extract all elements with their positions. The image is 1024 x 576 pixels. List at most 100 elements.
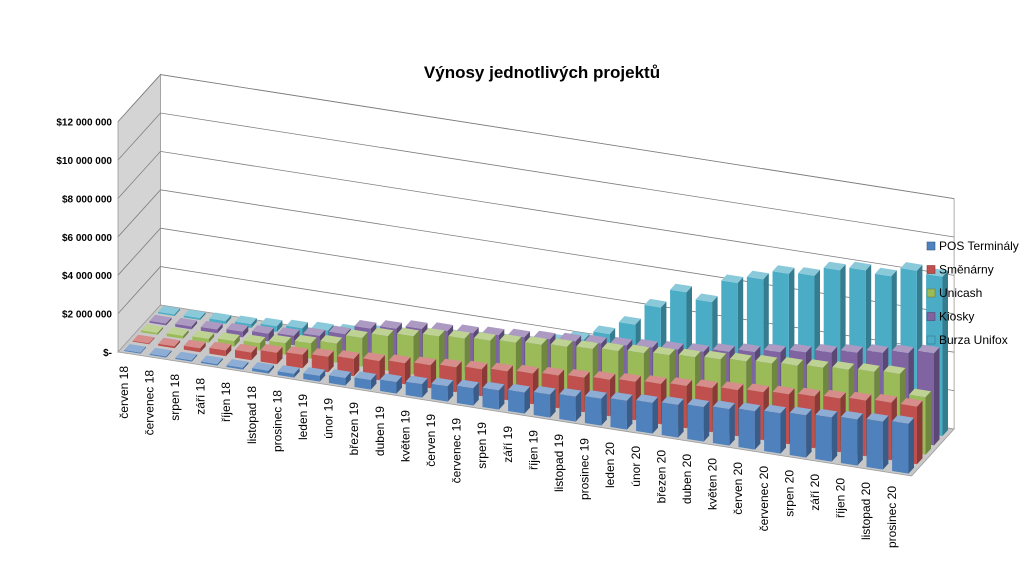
gridline	[117, 74, 955, 199]
bar	[636, 394, 658, 434]
chart-title: Výnosy jednotlivých projektů	[424, 63, 660, 82]
bar	[456, 379, 479, 406]
bar	[226, 359, 249, 370]
x-tick-label: červenec 20	[757, 466, 771, 532]
bar	[132, 334, 155, 345]
bar	[431, 377, 454, 402]
bar	[482, 381, 505, 410]
gridline	[117, 189, 955, 315]
bar	[175, 351, 198, 362]
gridline	[117, 112, 955, 238]
bar	[311, 348, 334, 373]
x-tick-label: prosinec 18	[270, 390, 284, 452]
bar	[124, 344, 146, 354]
bar	[764, 404, 786, 454]
x-tick-label: červenec 18	[142, 370, 156, 436]
legend-swatch	[926, 335, 936, 345]
bar	[149, 314, 172, 326]
legend-label: Směnárny	[939, 263, 994, 277]
bar	[286, 346, 309, 369]
x-tick-label: srpen 18	[168, 374, 182, 421]
x-tick-label: březen 20	[654, 450, 668, 504]
x-tick-label: únor 19	[322, 398, 336, 439]
x-tick-label: prosinec 19	[578, 438, 592, 500]
y-tick-label: $8 000 000	[62, 194, 112, 205]
x-tick-label: říjen 20	[834, 478, 848, 518]
bar	[183, 339, 206, 353]
bar	[252, 362, 274, 374]
bar	[610, 392, 633, 430]
bar	[405, 375, 428, 398]
bar	[508, 383, 530, 414]
legend-swatch	[926, 288, 936, 298]
bar	[149, 347, 172, 358]
y-tick-label: $-	[103, 348, 112, 359]
x-tick-label: září 19	[501, 426, 515, 463]
legend-swatch	[926, 312, 936, 321]
x-tick-label: listopad 19	[552, 434, 566, 492]
x-tick-label: září 18	[194, 378, 208, 415]
legend-label: Burza Unifox	[939, 333, 1008, 347]
bar	[183, 309, 206, 320]
bar	[712, 400, 735, 446]
x-tick-label: leden 19	[296, 394, 310, 440]
x-tick-label: červen 18	[117, 366, 131, 419]
x-tick-label: květen 20	[706, 458, 720, 510]
bars	[124, 261, 948, 474]
x-tick-label: říjen 19	[526, 430, 540, 470]
x-tick-label: červenec 19	[450, 418, 464, 484]
bar	[209, 341, 232, 357]
gridline	[117, 150, 955, 276]
bar	[738, 402, 761, 450]
x-tick-label: únor 20	[629, 446, 643, 487]
bar	[354, 371, 377, 390]
bar	[687, 398, 710, 442]
bar	[235, 343, 257, 361]
legend-label: Unicash	[939, 286, 982, 300]
x-axis-ticks: červen 18 červenec 18 srpen 18 září 18 říjen…	[117, 366, 899, 548]
bar	[277, 365, 300, 378]
bar	[158, 305, 180, 316]
x-tick-label: září 20	[808, 474, 822, 511]
y-tick-label: $4 000 000	[62, 271, 112, 282]
legend-label: Kiosky	[939, 310, 974, 324]
x-tick-label: říjen 18	[219, 382, 233, 422]
bar	[209, 312, 232, 324]
bar	[303, 367, 326, 382]
legend: POS Terminály Směnárny Unicash Kiosky Burza …	[926, 239, 1019, 347]
bar	[533, 386, 556, 418]
bar	[789, 406, 812, 458]
bar	[815, 408, 838, 462]
x-tick-label: prosinec 20	[885, 486, 899, 548]
legend-swatch	[926, 241, 936, 251]
y-tick-label: $12 000 000	[56, 118, 112, 129]
x-tick-label: květen 19	[398, 410, 412, 462]
x-tick-label: duben 20	[680, 454, 694, 504]
bar	[337, 350, 360, 377]
bar	[192, 330, 215, 343]
bar	[166, 327, 189, 339]
bar	[892, 415, 914, 474]
bar	[200, 321, 223, 334]
x-tick-label: srpen 20	[782, 470, 796, 517]
y-tick-label: $10 000 000	[56, 156, 112, 167]
y-axis-ticks: $- $2 000 000 $4 000 000 $6 000 000 $8 000 0…	[56, 118, 112, 359]
bar	[175, 317, 198, 330]
x-tick-label: listopad 20	[859, 482, 873, 540]
x-tick-label: srpen 19	[475, 422, 489, 469]
bar	[158, 337, 181, 349]
x-tick-label: červen 20	[731, 462, 745, 515]
bar	[328, 369, 351, 386]
x-tick-label: leden 20	[603, 442, 617, 488]
bar	[380, 373, 402, 394]
bar	[260, 344, 283, 365]
bar	[584, 390, 607, 426]
bar	[200, 355, 223, 366]
y-tick-label: $6 000 000	[62, 233, 112, 244]
bar	[840, 410, 863, 466]
bar	[559, 388, 582, 422]
legend-label: POS Terminály	[939, 239, 1019, 253]
bar	[141, 324, 163, 335]
x-tick-label: duben 19	[373, 406, 387, 456]
